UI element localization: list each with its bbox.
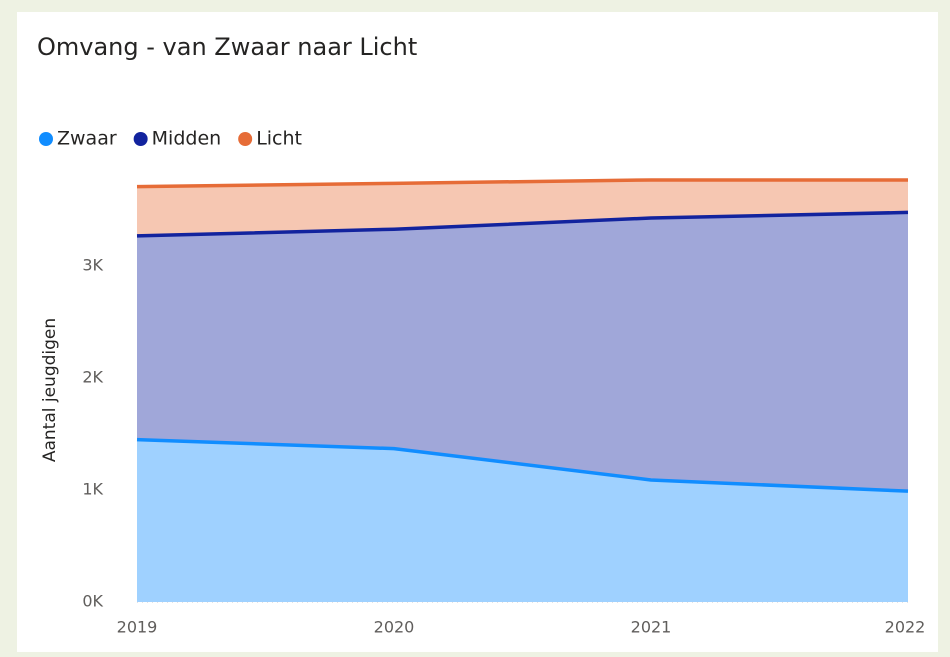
legend: Zwaar Midden Licht bbox=[39, 128, 302, 150]
y-tick-label: 1K bbox=[82, 480, 103, 499]
y-axis-label: Aantal jeugdigen bbox=[40, 318, 60, 462]
legend-label: Licht bbox=[256, 128, 302, 150]
area-line bbox=[136, 178, 908, 189]
area bbox=[137, 439, 908, 602]
legend-label: Midden bbox=[152, 128, 222, 150]
legend-marker bbox=[133, 132, 148, 146]
chart-title: Omvang - van Zwaar naar Licht bbox=[37, 33, 417, 61]
x-tick-label: 2022 bbox=[885, 618, 926, 637]
area-line bbox=[136, 210, 909, 238]
x-tick-label: 2020 bbox=[374, 618, 415, 637]
area-line bbox=[136, 437, 909, 493]
legend-marker bbox=[238, 132, 253, 146]
legend-marker bbox=[39, 132, 53, 146]
y-tick-label: 3K bbox=[82, 256, 103, 275]
x-tick-label: 2019 bbox=[117, 618, 158, 637]
x-tick-label: 2021 bbox=[631, 618, 672, 637]
area bbox=[137, 212, 908, 492]
legend-label: Zwaar bbox=[57, 128, 117, 150]
y-tick-label: 0K bbox=[82, 592, 103, 611]
area bbox=[137, 179, 908, 236]
y-tick-label: 2K bbox=[82, 368, 103, 387]
